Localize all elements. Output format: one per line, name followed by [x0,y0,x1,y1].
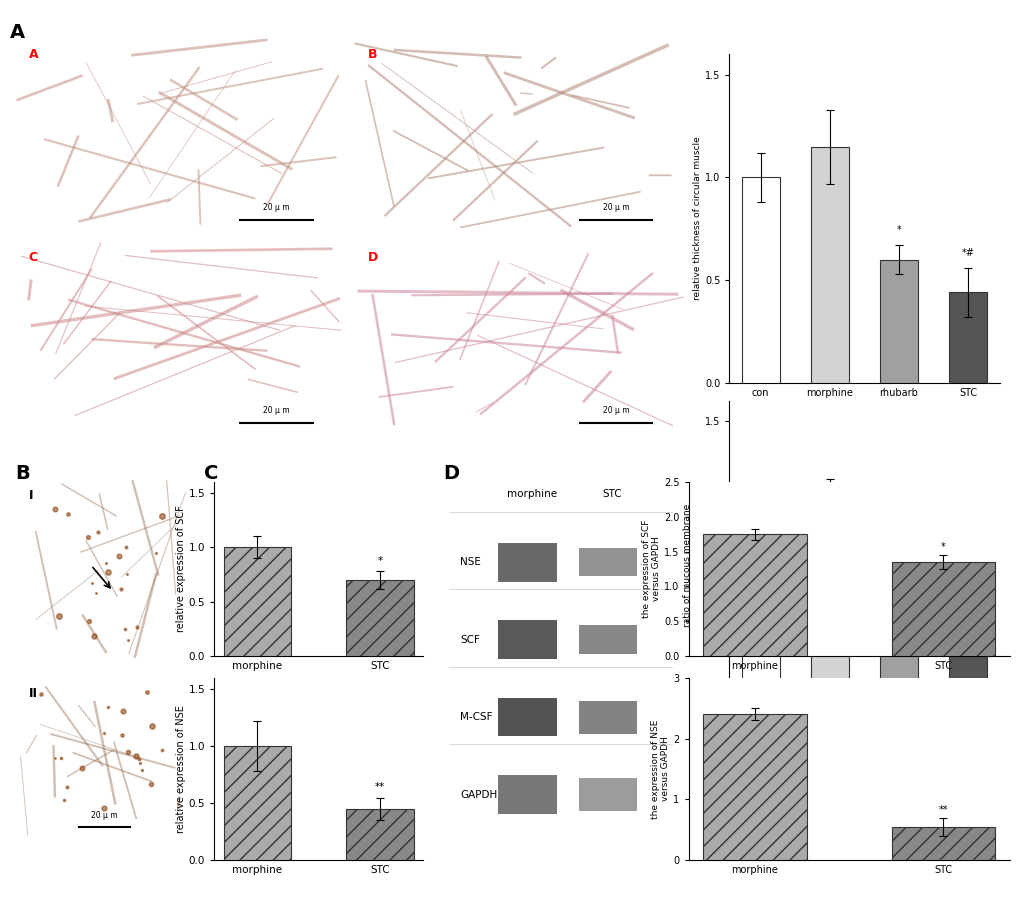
Text: I: I [29,488,34,502]
Bar [949,293,986,383]
Bar [891,827,995,860]
Bar [891,562,995,656]
Text: *#: *# [961,248,974,258]
Bar [346,809,414,860]
Y-axis label: ratio of mucous membrane
to muscular layer: ratio of mucous membrane to muscular lay… [682,504,701,627]
Text: morphine: morphine [506,488,556,498]
Text: C: C [29,250,38,264]
FancyBboxPatch shape [579,625,637,654]
Y-axis label: the expression of NSE
versus GAPDH: the expression of NSE versus GAPDH [650,719,669,819]
Y-axis label: relative expression of NSE: relative expression of NSE [175,705,185,833]
Y-axis label: relative expression of SCF: relative expression of SCF [175,505,185,633]
FancyBboxPatch shape [579,548,637,576]
Text: B: B [15,464,30,483]
Text: SCF: SCF [460,634,479,644]
FancyBboxPatch shape [497,775,556,814]
Text: M-CSF: M-CSF [460,712,492,722]
Bar [223,547,290,656]
Text: NSE: NSE [460,557,480,567]
Bar [223,746,290,860]
Text: 20 μ m: 20 μ m [263,203,289,212]
Bar [702,534,806,656]
Text: *: * [896,225,901,235]
Text: **: ** [937,805,948,815]
Text: *: * [377,556,382,566]
Text: 20 μ m: 20 μ m [602,405,629,414]
Text: II: II [29,687,38,700]
Text: **: ** [375,782,385,792]
Bar [702,714,806,860]
FancyBboxPatch shape [579,701,637,733]
FancyBboxPatch shape [497,620,556,659]
Text: 20 μ m: 20 μ m [602,203,629,212]
Text: B: B [367,48,377,61]
Y-axis label: relative thickness of circular muscle: relative thickness of circular muscle [693,137,701,300]
Text: *#: *# [961,588,974,598]
Bar [346,580,414,656]
Bar [741,524,779,730]
Text: GAPDH: GAPDH [460,789,497,799]
Bar [741,177,779,383]
Bar [949,629,986,730]
Bar [879,259,917,383]
Text: 20 μ m: 20 μ m [263,405,289,414]
Bar [810,147,848,383]
Text: *: * [896,576,901,586]
FancyBboxPatch shape [579,778,637,811]
Bar [810,510,848,730]
Text: STC: STC [602,488,622,498]
Text: C: C [204,464,218,483]
Text: 20 μ m: 20 μ m [91,811,118,820]
Bar [879,614,917,730]
Text: D: D [443,464,460,483]
Text: *: * [941,542,945,551]
Text: A: A [29,48,38,61]
FancyBboxPatch shape [497,542,556,581]
Y-axis label: the expression of SCF
versus GAPDH: the expression of SCF versus GAPDH [641,520,660,618]
FancyBboxPatch shape [497,697,556,736]
Text: D: D [367,250,378,264]
Text: A: A [10,23,25,41]
